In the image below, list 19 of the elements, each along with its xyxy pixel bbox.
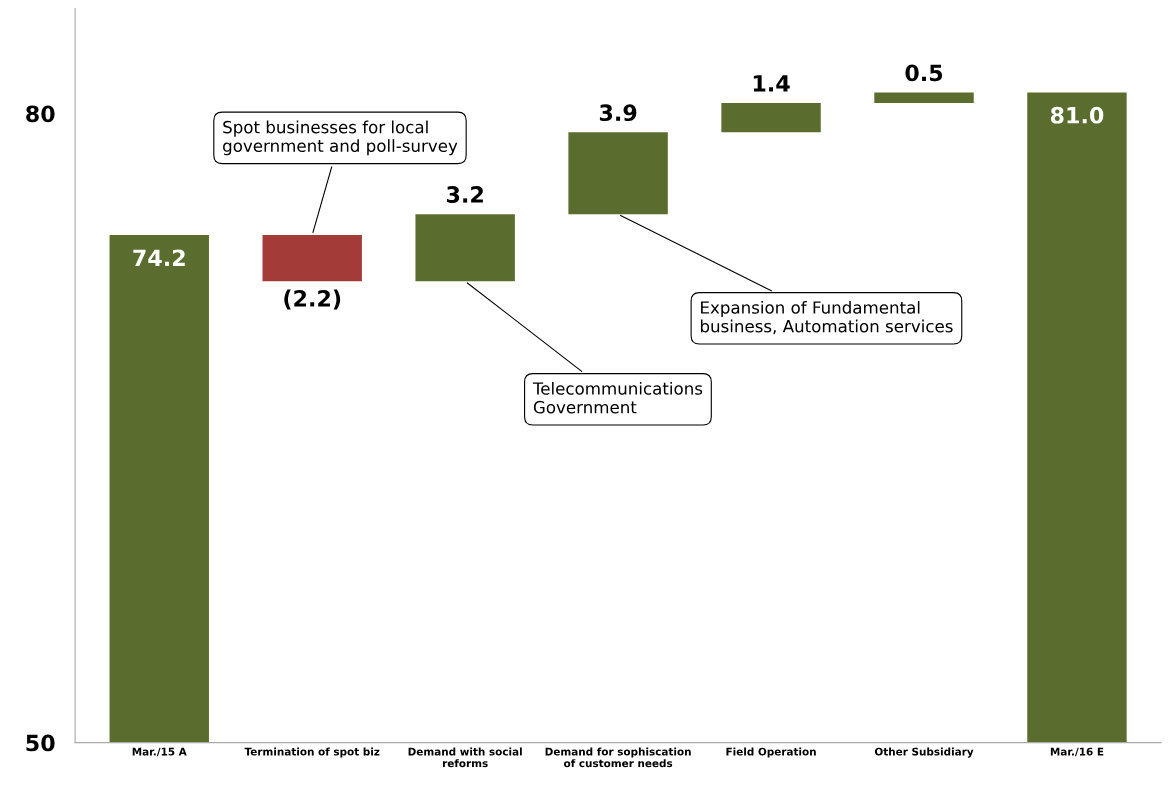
data-label: 74.2 [133, 249, 185, 266]
x-tick-label: Demand with social reforms [408, 747, 522, 768]
data-label: 81.0 [1050, 106, 1104, 124]
data-label: (2.2) [284, 289, 341, 310]
data-label: 3.9 [599, 104, 637, 122]
data-label: 3.2 [446, 186, 483, 203]
x-tick-label: Field Operation [726, 747, 816, 758]
data-label: 0.5 [905, 64, 943, 82]
data-label: 1.4 [753, 75, 790, 92]
x-tick-label: Mar./15 A [132, 747, 187, 757]
y-tick-label: 50 [26, 734, 55, 752]
x-tick-label: Demand for sophiscation of customer needs [545, 747, 691, 768]
annotation: Expansion of Fundamental business, Automation services [700, 300, 953, 335]
x-tick-label: Termination of spot biz [244, 747, 380, 758]
x-tick-label: Mar./16 E [1050, 747, 1104, 757]
x-tick-label: Other Subsidiary [874, 747, 974, 758]
annotation: Spot businesses for local government and poll-survey [223, 120, 458, 156]
annotation: Telecommunications Government [532, 381, 703, 414]
y-tick-label: 80 [26, 105, 55, 123]
